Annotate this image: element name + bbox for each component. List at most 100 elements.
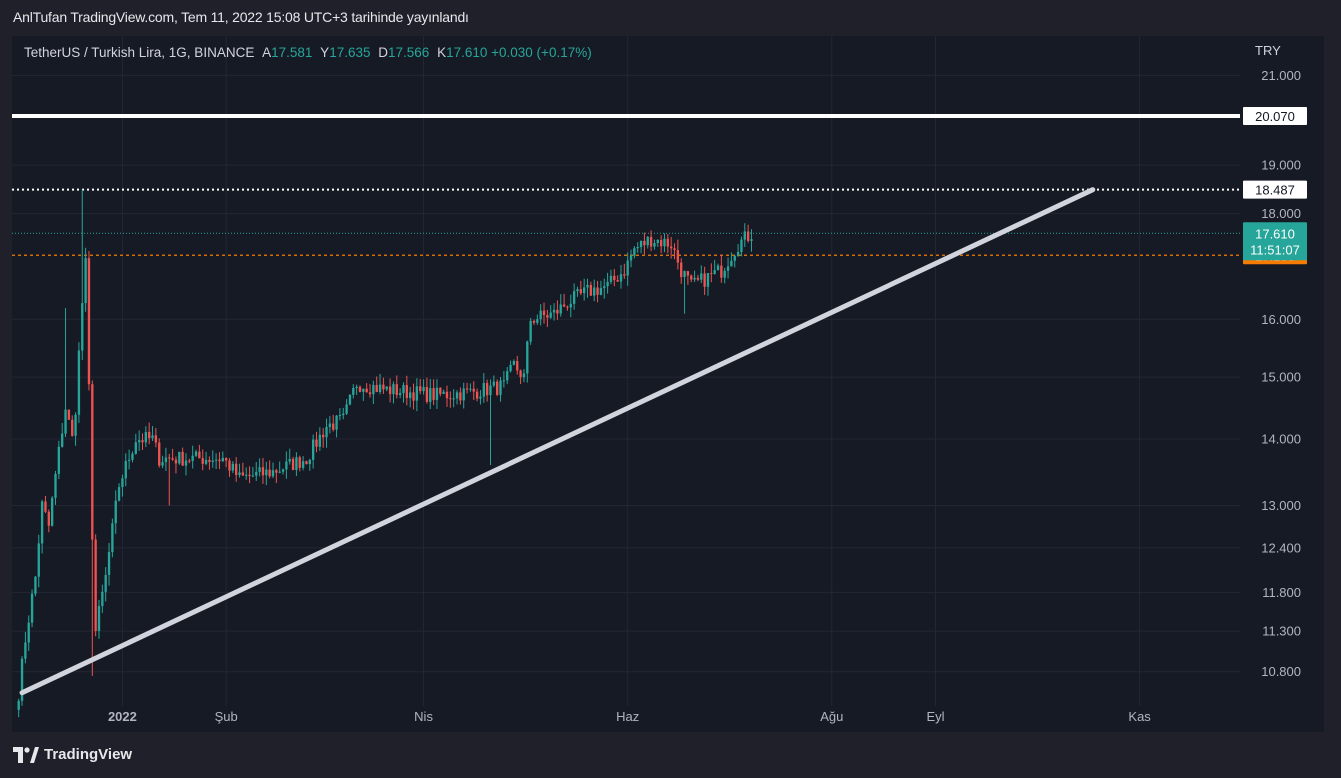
candle-body <box>151 435 154 439</box>
candle-body <box>194 451 198 456</box>
candle-body <box>646 236 649 246</box>
change-value: +0.030 (+0.17%) <box>491 45 592 60</box>
candle-body <box>34 576 37 594</box>
candle-body <box>352 387 355 395</box>
candle-body <box>683 271 686 278</box>
candle-body <box>288 458 291 462</box>
candle-body <box>258 467 261 472</box>
candle-body <box>529 320 532 342</box>
candle-body <box>161 462 164 466</box>
candle-body <box>71 419 74 436</box>
candle-body <box>238 472 241 475</box>
candle-body <box>248 474 251 477</box>
candle-body <box>730 260 733 267</box>
candle-body <box>743 231 746 240</box>
candle-body <box>392 384 395 395</box>
candle-body <box>211 460 214 462</box>
candle-body <box>649 236 653 247</box>
price-label-bg <box>1243 107 1307 126</box>
tradingview-logo-text: TradingView <box>44 746 133 763</box>
candle-body <box>700 273 703 280</box>
candle-body <box>636 247 639 249</box>
candle-body <box>335 415 338 430</box>
candle-body <box>81 303 84 351</box>
price-tick-label: 11.300 <box>1262 624 1301 639</box>
close-value: 17.610 <box>446 45 488 60</box>
candle-body <box>355 386 358 388</box>
candle-body <box>599 288 603 295</box>
chart-area[interactable] <box>12 36 1324 732</box>
candle-body <box>117 487 121 501</box>
candle-body <box>255 471 258 476</box>
candle-body <box>559 304 562 314</box>
candle-body <box>516 360 519 371</box>
candle-body <box>308 459 311 465</box>
candle-body <box>104 574 107 592</box>
candle-body <box>472 388 475 392</box>
candle-body <box>479 396 482 399</box>
candle-body <box>736 251 740 256</box>
candle-body <box>27 622 30 643</box>
candle-body <box>275 470 278 473</box>
tradingview-logo[interactable]: TradingView <box>13 746 132 763</box>
candle-body <box>475 391 479 399</box>
candle-body <box>492 381 496 386</box>
candle-body <box>74 414 77 436</box>
candle-body <box>338 415 342 417</box>
candle-body <box>218 459 221 462</box>
candle-body <box>91 384 94 540</box>
candle-body <box>174 459 178 464</box>
candle-body <box>87 258 91 385</box>
time-tick-label: Kas <box>1128 709 1151 724</box>
candle-body <box>663 238 666 247</box>
candle-body <box>482 383 485 397</box>
candle-body <box>462 388 465 401</box>
candle-body <box>378 384 382 393</box>
currency-label: TRY <box>1255 43 1281 58</box>
price-tick-label: 13.000 <box>1261 498 1301 513</box>
time-tick-label: Nis <box>414 709 433 724</box>
candle-body <box>50 497 54 526</box>
low-label: D <box>378 45 388 60</box>
candle-body <box>342 413 345 416</box>
candle-body <box>301 461 305 468</box>
candle-body <box>686 271 690 276</box>
candle-body <box>499 380 502 395</box>
price-label: 20.070 <box>1243 107 1307 126</box>
candle-body <box>723 270 726 278</box>
candle-body <box>465 388 469 390</box>
candle-body <box>318 434 322 447</box>
candle-body <box>365 388 368 393</box>
candle-body <box>121 478 124 488</box>
candle-body <box>311 439 315 460</box>
candle-body <box>144 431 148 443</box>
candle-body <box>214 459 218 461</box>
candle-body <box>422 386 425 392</box>
candle-body <box>750 239 753 241</box>
price-tick-label: 16.000 <box>1261 312 1301 327</box>
candle-body <box>17 700 20 710</box>
tradingview-logo-icon <box>13 746 39 763</box>
candle-body <box>616 280 619 282</box>
price-tick-label: 19.000 <box>1261 158 1301 173</box>
candle-body <box>569 303 572 308</box>
candle-body <box>94 539 97 631</box>
price-tick-label: 11.800 <box>1262 585 1301 600</box>
candle-body <box>746 231 750 241</box>
candle-body <box>489 385 492 396</box>
high-label: Y <box>320 45 330 60</box>
chart-grid <box>12 36 1240 706</box>
candle-body <box>362 388 365 392</box>
candle-body <box>716 265 720 271</box>
candle-body <box>639 240 643 248</box>
candle-body <box>107 552 111 575</box>
price-tick-label: 15.000 <box>1261 370 1301 385</box>
candle-body <box>141 440 144 443</box>
candle-body <box>593 287 596 296</box>
candle-body <box>552 309 556 313</box>
price-tick-label: 21.000 <box>1261 68 1301 83</box>
candle-body <box>409 392 412 399</box>
candle-body <box>188 460 191 462</box>
